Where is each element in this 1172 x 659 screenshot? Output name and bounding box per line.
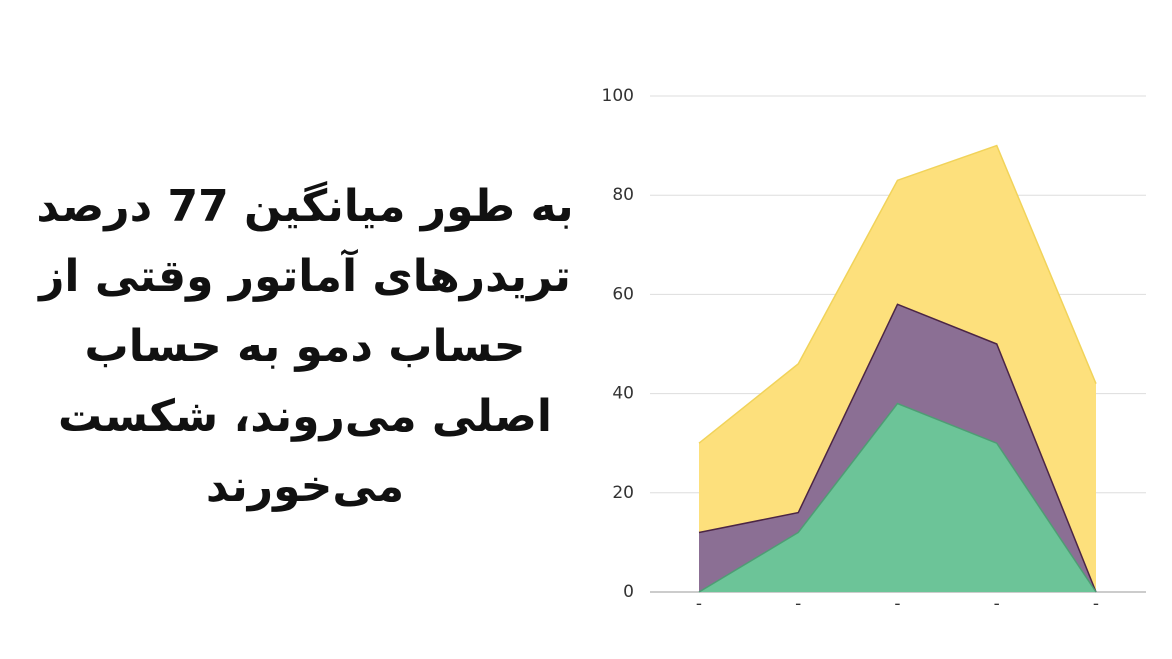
headline: به طور میانگین 77 درصد تریدرهای آماتور وق…: [20, 172, 590, 522]
y-tick-label: 60: [612, 284, 634, 304]
x-tick-label: -: [1093, 594, 1099, 614]
x-tick-label: -: [795, 594, 801, 614]
area-line: [698, 402, 1097, 593]
headline-line: تریدرهای آماتور وقتی از: [39, 251, 571, 302]
headline-line: به طور میانگین 77 درصد: [36, 181, 574, 232]
y-tick-label: 20: [612, 483, 634, 503]
y-tick-label: 80: [612, 185, 634, 205]
x-tick-label: -: [994, 594, 1000, 614]
area-line: [698, 144, 1097, 444]
headline-line: اصلی می‌روند، شکست: [57, 391, 552, 442]
y-tick-label: 100: [602, 86, 634, 106]
area: [699, 403, 1096, 592]
x-tick-label: -: [696, 594, 702, 614]
y-tick-label: 0: [623, 582, 634, 602]
headline-line: حساب دمو به حساب: [84, 321, 526, 372]
area-line: [698, 303, 1097, 593]
x-tick-label: -: [894, 594, 900, 614]
y-tick-label: 40: [612, 384, 634, 404]
headline-line: می‌خورند: [205, 461, 405, 512]
